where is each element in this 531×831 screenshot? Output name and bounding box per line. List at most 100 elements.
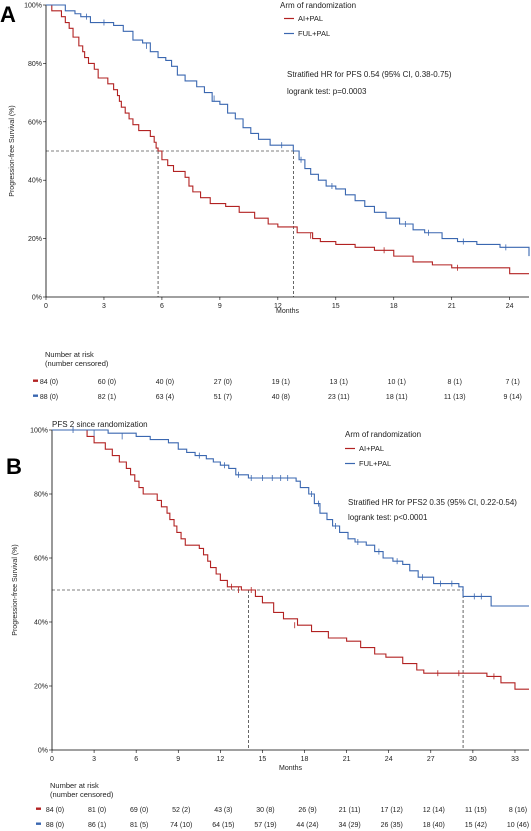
km-curve-ful-pal <box>52 429 529 607</box>
x-tick-label: 24 <box>506 303 514 310</box>
y-tick-label: 100% <box>30 428 48 435</box>
risk-cell: 18 (11) <box>386 394 408 401</box>
risk-cell: 52 (2) <box>172 807 190 814</box>
x-tick-label: 18 <box>390 303 398 310</box>
hazard-ratio-text: Stratified HR for PFS 0.54 (95% CI, 0.38… <box>287 70 452 79</box>
legend-title: Arm of randomization <box>280 1 356 10</box>
risk-cell: 19 (1) <box>272 379 290 386</box>
risk-cell: 11 (13) <box>444 394 466 401</box>
x-tick-label: 0 <box>50 756 54 763</box>
x-tick-label: 9 <box>218 303 222 310</box>
legend-entry: FUL+PAL <box>298 29 330 38</box>
hazard-ratio-text: Stratified HR for PFS2 0.35 (95% CI, 0.2… <box>348 498 517 507</box>
y-tick-label: 0% <box>32 295 42 302</box>
risk-cell: 9 (14) <box>504 394 522 401</box>
y-tick-label: 40% <box>34 620 48 627</box>
risk-cell: 81 (0) <box>88 807 106 814</box>
risk-table-subtitle: (number censored) <box>50 790 114 799</box>
y-tick-label: 40% <box>28 178 42 185</box>
risk-cell: 18 (40) <box>423 822 445 829</box>
x-tick-label: 21 <box>343 756 351 763</box>
y-tick-label: 80% <box>34 492 48 499</box>
x-tick-label: 27 <box>427 756 435 763</box>
y-tick-label: 20% <box>28 236 42 243</box>
panel-letter: B <box>6 454 22 479</box>
x-tick-label: 6 <box>134 756 138 763</box>
risk-cell: 13 (1) <box>330 379 348 386</box>
risk-cell: 27 (0) <box>214 379 232 386</box>
risk-cell: 40 (0) <box>156 379 174 386</box>
x-tick-label: 3 <box>102 303 106 310</box>
y-axis-label: Progression-free Survival (%) <box>9 105 16 196</box>
risk-cell: 82 (1) <box>98 394 116 401</box>
km-curve-ful-pal <box>46 4 530 257</box>
risk-cell: 51 (7) <box>214 394 232 401</box>
legend-entry: FUL+PAL <box>359 459 391 468</box>
panel-B: B PFS 2 since randomization 0% 20% 40% 60% 80%… <box>6 420 529 829</box>
risk-table-title: Number at risk <box>50 781 99 790</box>
y-axis-label: Progression-free Survival (%) <box>12 544 19 635</box>
y-tick-label: 100% <box>24 3 42 10</box>
risk-row-marker <box>36 807 41 810</box>
panel-letter: A <box>0 2 16 27</box>
risk-row-marker <box>33 394 38 397</box>
x-tick-label: 30 <box>469 756 477 763</box>
x-tick-label: 9 <box>176 756 180 763</box>
risk-cell: 40 (8) <box>272 394 290 401</box>
risk-cell: 63 (4) <box>156 394 174 401</box>
risk-cell: 15 (42) <box>465 822 487 829</box>
x-axis-label: Months <box>276 308 299 315</box>
y-tick-label: 0% <box>38 748 48 755</box>
risk-cell: 86 (1) <box>88 822 106 829</box>
risk-row-marker <box>33 379 38 382</box>
x-tick-label: 33 <box>511 756 519 763</box>
legend-entry: AI+PAL <box>359 444 384 453</box>
risk-cell: 74 (10) <box>170 822 192 829</box>
x-axis-label: Months <box>279 765 302 772</box>
risk-cell: 84 (0) <box>40 379 58 386</box>
risk-cell: 8 (1) <box>448 379 462 386</box>
y-tick-label: 60% <box>34 556 48 563</box>
km-curve-ai-pal <box>52 429 529 690</box>
risk-cell: 8 (16) <box>509 807 527 814</box>
risk-cell: 88 (0) <box>40 394 58 401</box>
chart-title: PFS 2 since randomization <box>52 420 148 429</box>
x-tick-label: 21 <box>448 303 456 310</box>
y-tick-label: 80% <box>28 61 42 68</box>
risk-cell: 26 (35) <box>381 822 403 829</box>
risk-cell: 57 (19) <box>254 822 276 829</box>
x-tick-label: 0 <box>44 303 48 310</box>
logrank-text: logrank test: p<0.0001 <box>348 513 428 522</box>
risk-cell: 44 (24) <box>296 822 318 829</box>
y-tick-label: 20% <box>34 684 48 691</box>
risk-table-subtitle: (number censored) <box>45 359 109 368</box>
risk-cell: 81 (5) <box>130 822 148 829</box>
x-tick-label: 15 <box>332 303 340 310</box>
risk-cell: 60 (0) <box>98 379 116 386</box>
risk-cell: 7 (1) <box>505 379 519 386</box>
x-tick-label: 12 <box>216 756 224 763</box>
x-tick-label: 12 <box>274 303 282 310</box>
risk-cell: 10 (1) <box>388 379 406 386</box>
panel-A: A 0% 20% 40% 60% 80% 100% 0 3 6 9 12 15 18 21 24 Progres… <box>0 1 530 401</box>
risk-cell: 21 (11) <box>339 807 361 814</box>
risk-cell: 88 (0) <box>46 822 64 829</box>
risk-cell: 69 (0) <box>130 807 148 814</box>
x-tick-label: 15 <box>259 756 267 763</box>
risk-cell: 26 (9) <box>298 807 316 814</box>
legend-title: Arm of randomization <box>345 430 421 439</box>
km-curve-ai-pal <box>46 4 529 275</box>
risk-cell: 84 (0) <box>46 807 64 814</box>
risk-cell: 64 (15) <box>212 822 234 829</box>
x-tick-label: 3 <box>92 756 96 763</box>
risk-cell: 23 (11) <box>328 394 350 401</box>
risk-cell: 34 (29) <box>339 822 361 829</box>
risk-cell: 11 (15) <box>465 807 487 814</box>
risk-row-marker <box>36 822 41 825</box>
legend-entry: AI+PAL <box>298 14 323 23</box>
risk-cell: 30 (8) <box>256 807 274 814</box>
x-tick-label: 18 <box>301 756 309 763</box>
y-tick-label: 60% <box>28 119 42 126</box>
risk-cell: 10 (46) <box>507 822 529 829</box>
